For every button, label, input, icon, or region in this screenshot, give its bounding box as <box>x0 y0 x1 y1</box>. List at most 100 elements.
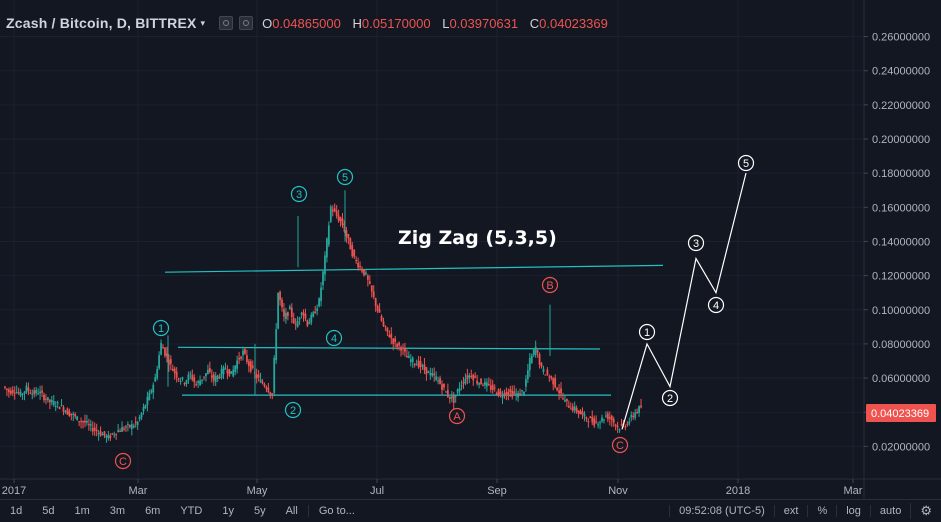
candle-body <box>497 389 500 396</box>
candle-body <box>372 291 375 297</box>
candle <box>519 388 521 396</box>
candle-body <box>612 419 615 423</box>
candle <box>244 347 246 355</box>
candle <box>493 384 496 392</box>
chevron-down-icon[interactable]: ▾ <box>200 17 206 28</box>
candle <box>567 400 570 409</box>
candle-body <box>162 347 164 349</box>
candle <box>515 388 518 401</box>
candle <box>552 377 555 391</box>
candle-body <box>634 412 637 418</box>
timeframe-5d[interactable]: 5d <box>42 505 55 517</box>
candle-body <box>263 384 266 387</box>
timeframe-1y[interactable]: 1y <box>222 505 234 517</box>
candle-body <box>452 395 455 403</box>
ext-toggle[interactable]: ext <box>773 505 808 517</box>
candle <box>290 303 293 324</box>
candle-body <box>458 388 461 392</box>
candle <box>167 354 170 372</box>
candle-body <box>74 414 77 417</box>
timeframe-all[interactable]: All <box>285 505 298 517</box>
candle-body <box>517 393 520 398</box>
candle-body <box>294 323 297 325</box>
settings-icon[interactable] <box>219 16 234 30</box>
candle-body <box>128 424 131 428</box>
candle-body <box>349 238 352 250</box>
timeframe-1d[interactable]: 1d <box>10 505 23 517</box>
candle-body <box>35 389 38 394</box>
candle <box>597 421 600 429</box>
candle-body <box>363 269 365 276</box>
candle <box>93 422 96 436</box>
time-tick-label: Nov <box>608 485 628 497</box>
candle-body <box>195 384 198 386</box>
timeframe-6m[interactable]: 6m <box>145 505 161 517</box>
candle <box>343 220 346 233</box>
candle <box>193 374 196 388</box>
candle-body <box>450 396 453 399</box>
symbol-title[interactable]: Zcash / Bitcoin, D, BITTREX <box>6 15 197 31</box>
candle-body <box>411 357 414 362</box>
wave-label: B <box>541 276 559 294</box>
candle-body <box>608 417 611 419</box>
candle-body <box>624 426 627 428</box>
candle-body <box>300 313 303 315</box>
candle <box>636 408 639 415</box>
candle <box>279 290 281 306</box>
compare-icon[interactable] <box>239 16 254 30</box>
candle <box>146 391 149 412</box>
candle-body <box>525 379 527 387</box>
candle <box>554 374 557 389</box>
candle <box>316 304 319 316</box>
candle-body <box>246 355 248 362</box>
goto-button[interactable]: Go to... <box>307 505 365 517</box>
candle-body <box>437 380 440 382</box>
candle-body <box>343 223 346 232</box>
candle-body <box>242 350 244 356</box>
candle <box>203 376 205 381</box>
wave-label-circle <box>661 389 679 407</box>
candle <box>610 414 613 427</box>
candle <box>312 310 315 318</box>
log-toggle[interactable]: log <box>836 505 870 517</box>
candle <box>45 394 47 405</box>
candle-body <box>501 396 504 398</box>
candle <box>462 376 465 389</box>
candle-body <box>286 312 289 316</box>
candle-body <box>33 390 36 395</box>
timeframe-3m[interactable]: 3m <box>109 505 126 517</box>
candle <box>6 388 8 396</box>
auto-toggle[interactable]: auto <box>869 505 910 517</box>
candle-body <box>80 421 82 423</box>
candle-body <box>316 308 319 311</box>
candle-body <box>327 225 330 245</box>
candle-body <box>536 350 539 353</box>
wave-label: 2 <box>284 401 302 419</box>
percent-toggle[interactable]: % <box>807 505 836 517</box>
candle-body <box>515 393 518 395</box>
candle-body <box>89 424 92 426</box>
candle-body <box>532 349 535 356</box>
candle-body <box>616 425 619 428</box>
candle <box>450 390 453 403</box>
candle-body <box>626 423 629 425</box>
projection-path <box>621 173 747 430</box>
price-chart[interactable]: 1 2 3 4 5 A B C C 1 2 3 4 5 Zig Zag (5,3,5) 0.2600000… <box>0 0 941 499</box>
candle <box>11 386 14 397</box>
timeframe-5y[interactable]: 5y <box>253 505 266 517</box>
candle-body <box>130 424 133 429</box>
candle <box>392 337 395 351</box>
candle <box>366 273 369 287</box>
candle-body <box>226 370 229 374</box>
timeframe-1m[interactable]: 1m <box>74 505 90 517</box>
wave-label-text: 3 <box>296 189 302 201</box>
gear-icon[interactable]: ⚙ <box>910 503 941 519</box>
candle <box>548 374 551 382</box>
candle-body <box>511 390 514 397</box>
candle <box>327 221 330 248</box>
timeframe-ytd[interactable]: YTD <box>180 505 203 517</box>
last-price-text: 0.04023369 <box>871 408 929 420</box>
time-tick-label: Sep <box>487 485 507 497</box>
candle-body <box>142 407 145 412</box>
price-tick-label: 0.26000000 <box>872 32 930 44</box>
